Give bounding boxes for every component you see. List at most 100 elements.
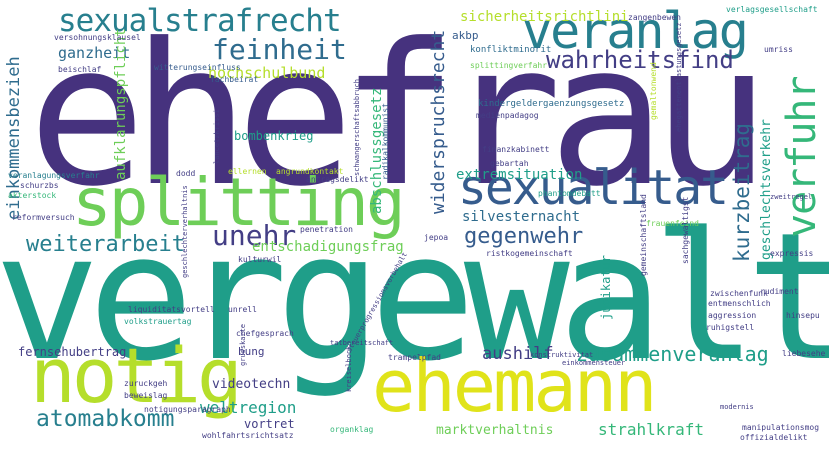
word: fachbeirat [210,75,259,84]
word: verlagsgesellschaft [726,5,818,14]
word: wahrheitsfind [546,46,734,74]
word: aufklarungspflicht [113,28,129,180]
word: expressis [770,249,814,258]
word: unehr [212,219,297,252]
word: marktverhaltnis [436,423,554,438]
word: notig [30,331,243,420]
word: kreiselbock [345,345,353,392]
word: vergewalt [0,195,829,400]
word: akbp [452,29,479,42]
word: verfuhr [779,76,825,238]
word: einkommensteuer [562,359,626,367]
word: judikatur [599,254,613,320]
word: offizialdelikt [740,433,808,442]
word: zuruckgeh [124,379,168,388]
word: wohlfahrtsrichtsatz [202,431,294,440]
word: sicherheitsrichtlini [460,9,629,25]
word: sexualitat [458,160,729,216]
word: weltregion [200,398,297,417]
word: bombenkrieg [234,129,314,143]
word: modernis [720,403,754,411]
word: angrundkontakt [276,167,344,176]
word: veranlagungsverfahr [8,171,100,180]
word: ehemann [372,344,657,428]
word: liebesehe [782,349,826,358]
word: entschadigungsfrag [252,239,404,255]
word: versohnungsklausel [54,33,141,42]
word: umriss [764,45,793,54]
word: ristkogemeinschaft [486,249,573,258]
word: sexualstrafrecht [58,3,342,39]
word: reformversuch [12,213,75,222]
word: zusammenveranlag [576,342,769,366]
word: entmenschlich [708,299,771,308]
word: weiterarbeit [26,232,185,257]
word: volkstrauertag [124,317,192,326]
word: fernsehubertrag [18,345,127,359]
word: chefgesprach [236,329,294,338]
word: splitting [72,164,406,241]
word: tatbereitschaft [330,339,394,347]
word: akterstock [8,191,57,200]
word: extremsituation [456,167,583,183]
word: lancetzkrissi [213,109,221,164]
word: konstruktivitat [530,351,594,359]
word: hochschulbund [208,64,326,82]
word: strahlkraft [598,420,704,439]
word: atomabkomm [36,406,175,432]
word: finanzkabinett [482,145,550,154]
word: silvesternacht [462,209,581,225]
word: gegenwehr [464,224,584,249]
word: gemeinschaftsland [639,194,648,276]
word: videotechn [212,377,291,392]
word: kurzbeitrag [730,122,754,262]
word: geschlechtsverkehr [759,119,774,260]
word: ellernen [228,167,267,176]
word: medienpadagog [476,111,539,120]
word: organklag [330,425,374,434]
word: splittingverfahr [470,61,548,70]
word: konfliktminorit [470,45,552,55]
word: penetration [300,225,353,234]
word: hinsepu [786,311,820,320]
word: zweitregel [770,193,813,201]
word: sachgewaltigst [681,196,690,264]
word: gebartah [490,159,529,168]
word: dodd [176,169,196,178]
word: ehegattenentlastungsgesetz [675,22,683,132]
word: radikalkommunist [381,102,390,180]
word: frauenfeind [646,219,699,228]
word: ehefrau [28,2,770,230]
word: manipulationsmog [742,423,820,432]
word: kindergeldergaenzungsgesetz [478,99,625,109]
word: widerspruchsrecht [428,29,449,214]
word: antragsdelikt [306,175,369,184]
word: schwangerschaftsabbruch [353,79,361,176]
word: ruhigstell [706,323,755,332]
word: vortret [244,417,295,431]
word: aushilf [482,344,554,364]
word: beischlaf [58,65,102,74]
word: unrell [228,305,257,314]
word: notigungsparagraph [144,405,231,414]
word: liquiditatsvortell [128,305,215,314]
word: trampelpfad [388,353,441,362]
word: ganzheit [58,44,131,62]
word: feinheit [212,33,347,66]
word: rudiment [760,287,799,296]
word: bung [238,345,265,358]
word: veranlag [522,2,749,60]
word: zangenbewen [628,13,681,22]
word: gemaltonwend [649,62,658,120]
word: schurzbs [20,181,59,190]
word: kulturwil [238,255,282,264]
word: beweislag [124,391,168,400]
word: aggression [708,311,757,320]
word: jepoa [424,233,449,242]
word: geschlechterverhaltnis [181,185,189,278]
word: phantomdebatt [538,189,601,198]
word: zwischenfunk [710,289,768,298]
word: grusskarte [239,323,247,366]
word: witterungseinfluss [154,63,241,72]
